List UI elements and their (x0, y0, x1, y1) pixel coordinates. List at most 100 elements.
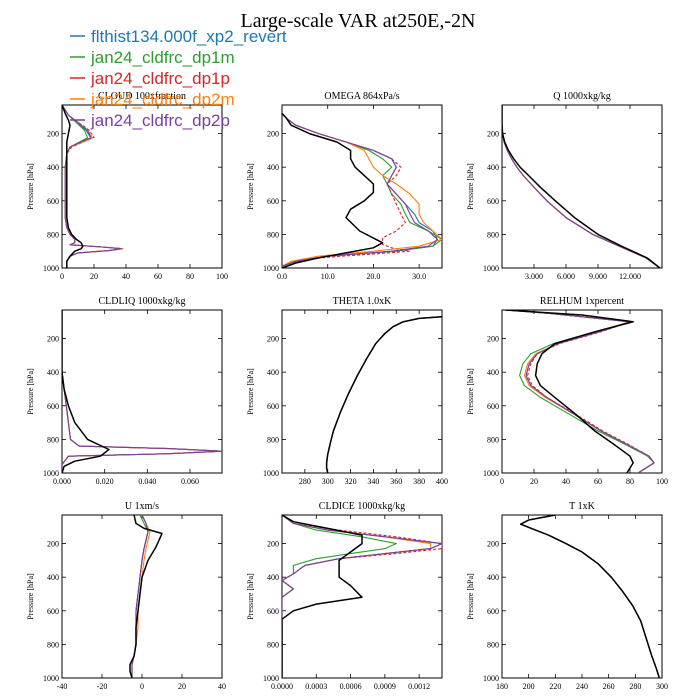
y-tick-label: 400 (47, 573, 59, 582)
y-tick-label: 1000 (263, 469, 279, 478)
x-tick-label: 220 (549, 682, 561, 691)
y-tick-label: 200 (47, 540, 59, 549)
y-tick-label: 400 (487, 573, 499, 582)
y-tick-label: 1000 (263, 264, 279, 273)
y-tick-label: 400 (47, 163, 59, 172)
x-tick-label: 60 (154, 272, 162, 281)
y-tick-label: 600 (487, 402, 499, 411)
series-group (519, 515, 661, 678)
chart-panel: THETA 1.0xK Pressure [hPa] 200 400 600 800 100… (246, 296, 448, 486)
panel-title: CLDICE 1000xkg/kg (319, 501, 405, 512)
series-line (502, 105, 661, 268)
y-tick-label: 1000 (43, 264, 59, 273)
y-tick-label: 200 (267, 130, 279, 139)
y-tick-label: 400 (267, 163, 279, 172)
panel-title: CLDLIQ 1000xkg/kg (99, 296, 186, 307)
y-tick-label: 800 (487, 230, 499, 239)
y-tick-label: 400 (487, 368, 499, 377)
series-line (62, 105, 84, 268)
y-axis-label: Pressure [hPa] (466, 163, 475, 210)
y-axis-label: Pressure [hPa] (246, 368, 255, 415)
y-tick-label: 1000 (43, 674, 59, 683)
y-tick-label: 1000 (483, 264, 499, 273)
series-group (62, 105, 124, 268)
chart-panel: CLDICE 1000xkg/kg Pressure [hPa] 200 400 600… (246, 501, 443, 691)
y-axis-label: Pressure [hPa] (26, 573, 35, 620)
x-tick-label: 240 (576, 682, 588, 691)
x-tick-label: 100 (656, 477, 668, 486)
y-tick-label: 1000 (43, 469, 59, 478)
series-group (502, 105, 661, 268)
y-axis-label: Pressure [hPa] (466, 573, 475, 620)
x-tick-label: 3.000 (525, 272, 543, 281)
y-axis-label: Pressure [hPa] (466, 368, 475, 415)
series-line (282, 515, 442, 678)
chart-panel: Q 1000xkg/kg Pressure [hPa] 200 400 600 800 10… (466, 91, 663, 281)
x-tick-label: 0 (500, 477, 504, 486)
y-tick-label: 600 (267, 402, 279, 411)
x-tick-label: 0.040 (138, 477, 156, 486)
x-tick-label: 9.000 (589, 272, 607, 281)
x-tick-label: 20 (90, 272, 98, 281)
series-line (129, 515, 163, 678)
y-tick-label: 400 (267, 368, 279, 377)
panel-title: THETA 1.0xK (333, 296, 392, 307)
series-group (129, 515, 163, 678)
series-group (282, 515, 442, 678)
plot-frame (281, 309, 443, 474)
x-tick-label: 0 (140, 682, 144, 691)
y-tick-label: 400 (487, 163, 499, 172)
x-tick-label: 380 (413, 477, 425, 486)
series-line (325, 315, 442, 473)
x-tick-label: 360 (390, 477, 402, 486)
y-tick-label: 400 (47, 368, 59, 377)
y-tick-label: 600 (487, 607, 499, 616)
y-axis-label: Pressure [hPa] (246, 573, 255, 620)
x-tick-label: -20 (97, 682, 108, 691)
series-line (282, 112, 384, 268)
plot-frame (501, 104, 663, 269)
x-tick-label: 6.000 (557, 272, 575, 281)
y-tick-label: 800 (267, 435, 279, 444)
chart-panel: OMEGA 864xPa/s Pressure [hPa] 200 400 600 800… (246, 91, 443, 281)
plot-frame (281, 104, 443, 269)
x-tick-label: 30.0 (412, 272, 426, 281)
x-tick-label: 20.0 (366, 272, 380, 281)
x-tick-label: 340 (367, 477, 379, 486)
y-tick-label: 600 (487, 197, 499, 206)
x-tick-label: 320 (345, 477, 357, 486)
x-tick-label: 0.0000 (271, 682, 293, 691)
y-axis-label: Pressure [hPa] (26, 163, 35, 210)
plot-frame (501, 514, 663, 679)
series-group (325, 315, 442, 473)
x-tick-label: 0 (60, 272, 64, 281)
legend-entry: jan24_cldfrc_dp2p (90, 111, 230, 130)
legend-entry: flthist134.000f_xp2_revert (91, 27, 287, 46)
panel-title: T 1xK (569, 501, 595, 512)
legend-entry: jan24_cldfrc_dp1m (90, 48, 235, 67)
x-tick-label: 10.0 (321, 272, 335, 281)
plot-frame (61, 514, 223, 679)
plot-frame (61, 309, 223, 474)
y-axis-label: Pressure [hPa] (26, 368, 35, 415)
x-tick-label: -40 (57, 682, 68, 691)
series-line (282, 515, 363, 678)
x-tick-label: 280 (299, 477, 311, 486)
x-tick-label: 0.0012 (408, 682, 430, 691)
x-tick-label: 12.000 (619, 272, 641, 281)
x-tick-label: 280 (629, 682, 641, 691)
y-tick-label: 600 (267, 607, 279, 616)
y-tick-label: 800 (267, 230, 279, 239)
series-line (282, 113, 438, 267)
y-tick-label: 800 (47, 230, 59, 239)
legend: flthist134.000f_xp2_revert jan24_cldfrc_d… (70, 27, 287, 130)
x-tick-label: 20 (178, 682, 186, 691)
x-tick-label: 40 (562, 477, 570, 486)
y-tick-label: 600 (267, 197, 279, 206)
x-tick-label: 20 (530, 477, 538, 486)
panel-title: U 1xm/s (125, 501, 159, 512)
